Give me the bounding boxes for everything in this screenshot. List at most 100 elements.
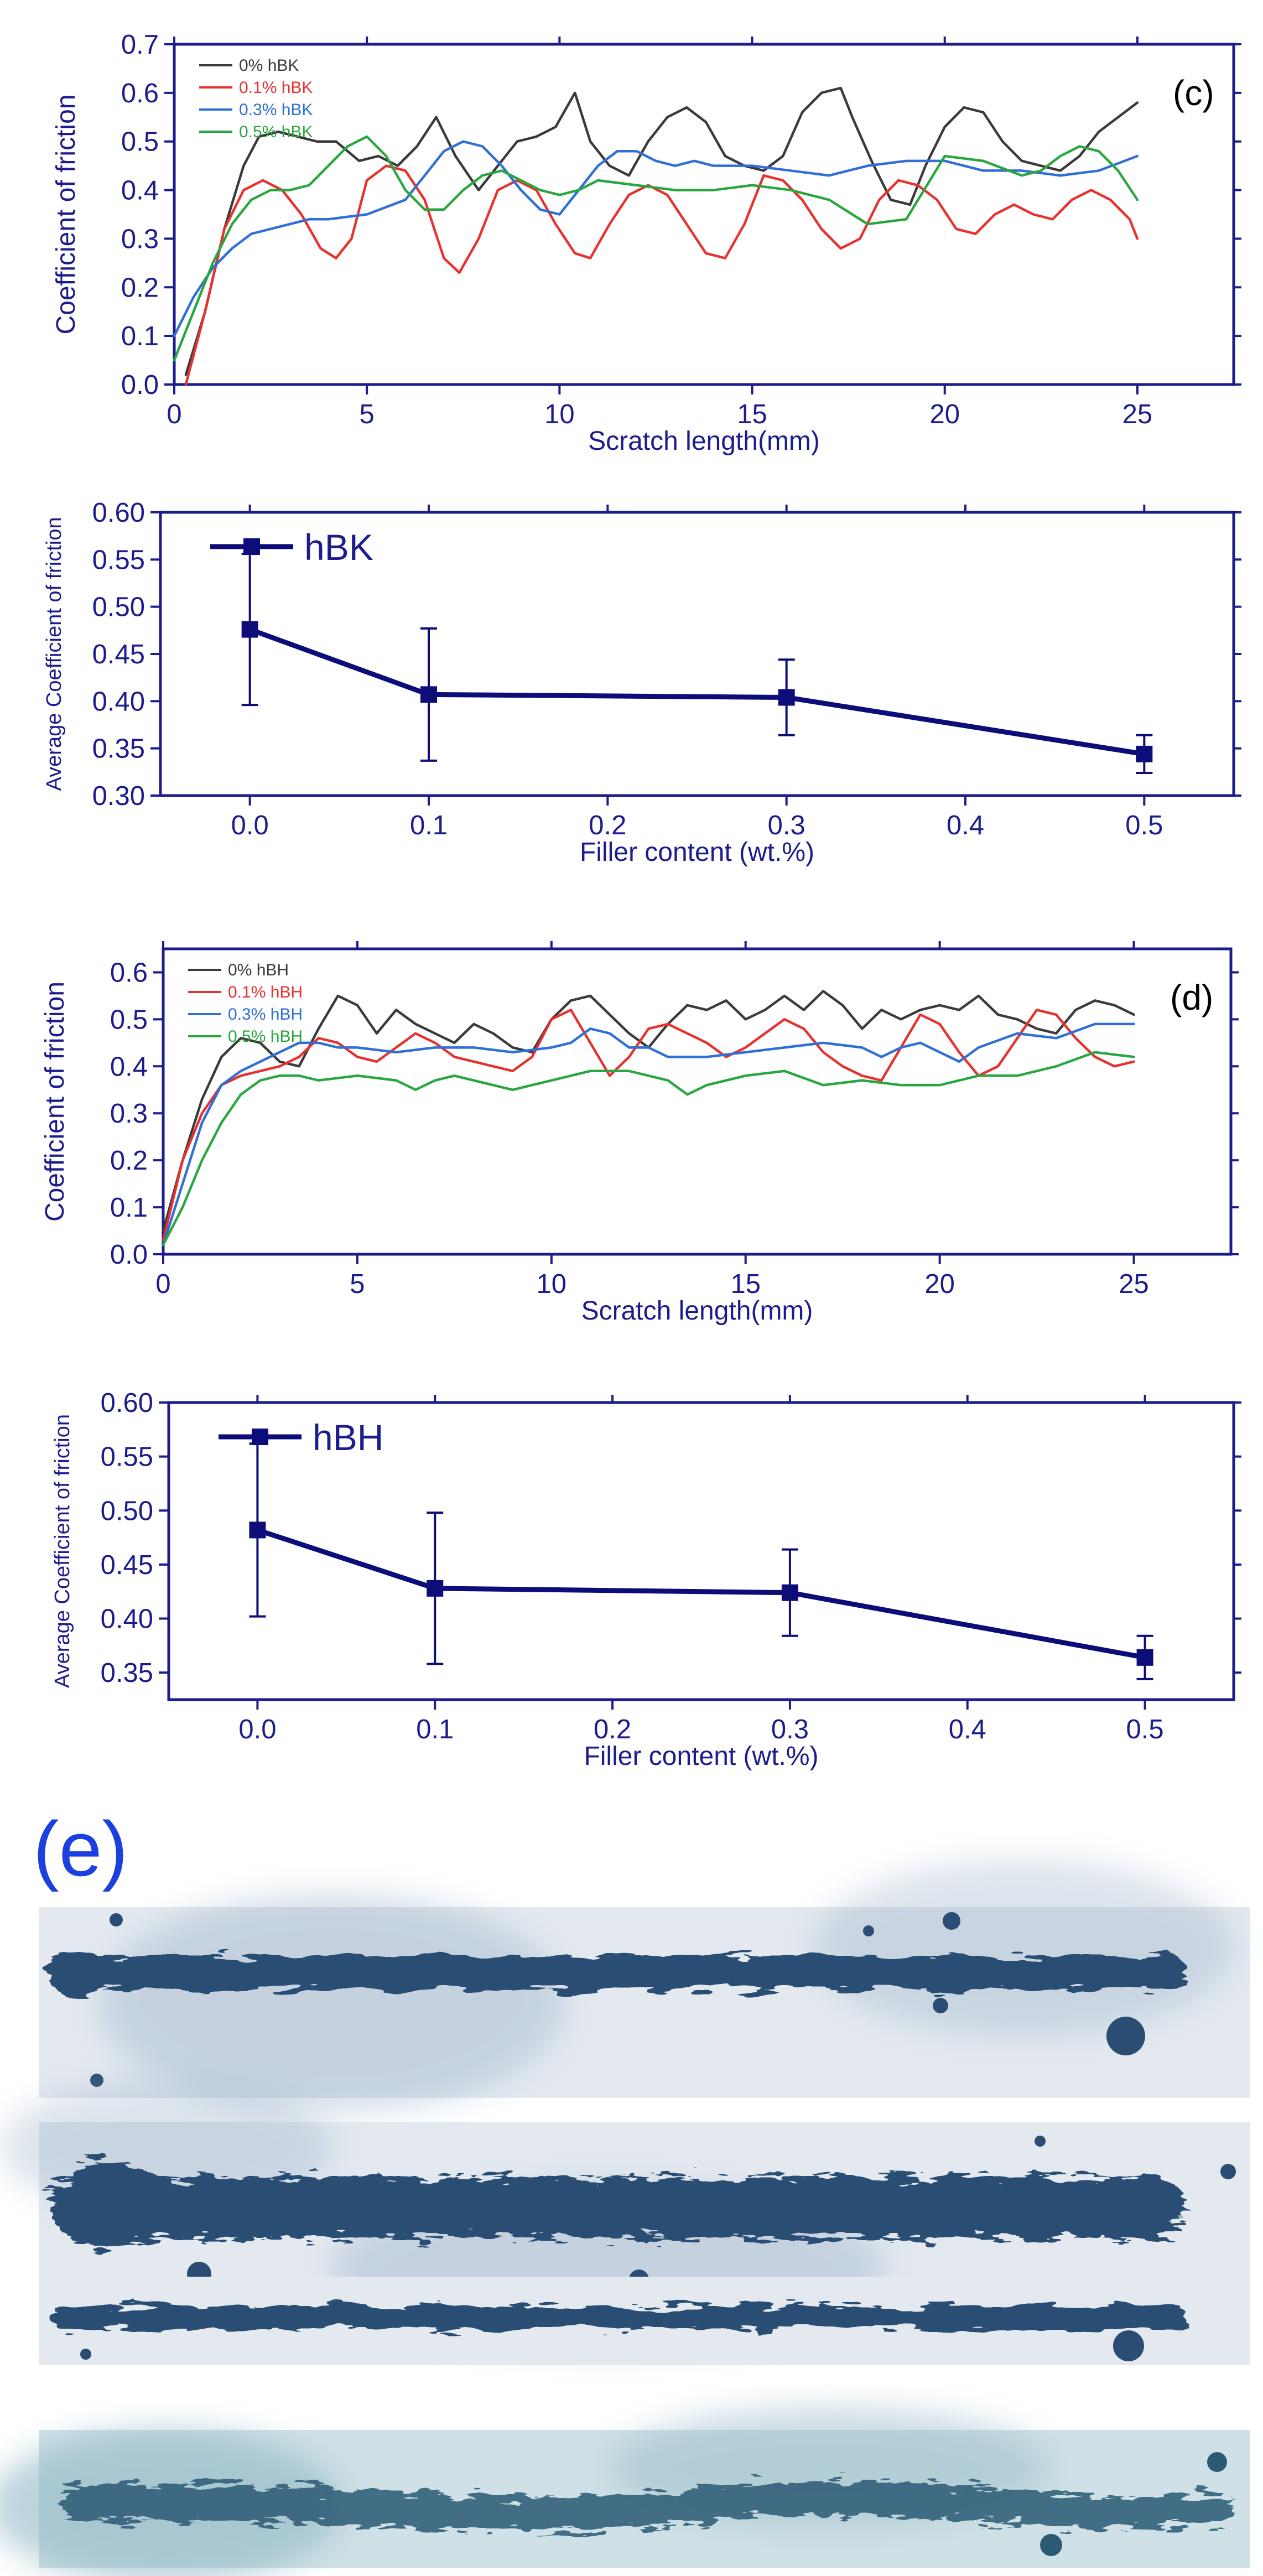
series-line <box>162 1009 1135 1242</box>
legend-label: 0.1% hBK <box>239 79 313 97</box>
charts-layer: 0 5 10 15 20 25 0.0 0.1 0.2 0.3 0.4 0.5 0.6 0.7 Scratc… <box>40 30 1241 1771</box>
series-line <box>162 1022 1135 1247</box>
x-tick-label: 0.5 <box>1126 1715 1164 1744</box>
y-axis-label: Coefficient of friction <box>40 981 70 1222</box>
legend-marker <box>243 538 260 555</box>
y-axis-label: Coefficient of friction <box>51 95 81 335</box>
y-tick-label: 0.2 <box>110 1146 148 1176</box>
y-tick-label: 0.50 <box>101 1496 153 1526</box>
panel-label-e: (e) <box>33 1805 128 1892</box>
x-tick-label: 0.5 <box>1125 811 1163 840</box>
series-line <box>162 990 1135 1232</box>
y-tick-label: 0.35 <box>92 734 145 764</box>
legend-label: 0.3% hBK <box>239 101 313 119</box>
plot-frame <box>162 947 1233 1256</box>
x-tick-label: 0 <box>155 1269 170 1299</box>
scratch-image-1 <box>39 1859 1250 2113</box>
x-axis-label: Filler content (wt.%) <box>580 838 814 867</box>
series-0-hBK <box>184 86 1139 376</box>
y-tick-label: 0.55 <box>101 1442 153 1472</box>
x-tick-label: 0.4 <box>949 1715 986 1744</box>
data-point <box>1136 1649 1153 1666</box>
x-tick-label: 0.2 <box>589 811 626 840</box>
x-tick-label: 5 <box>350 1269 365 1299</box>
data-point <box>778 689 795 706</box>
data-point <box>427 1580 444 1597</box>
legend-label: 0% hBH <box>228 961 289 979</box>
y-tick-label: 0.5 <box>110 1005 148 1035</box>
x-axis-label: Scratch length(mm) <box>588 427 820 456</box>
scratch-image-3 <box>39 2277 1250 2365</box>
chart-4: 0.0 0.1 0.2 0.3 0.4 0.5 0.35 0.40 0.45 0.50 0.55 0.… <box>51 1388 1241 1771</box>
y-tick-label: 0.40 <box>101 1604 153 1634</box>
legend-label: hBK <box>304 527 373 568</box>
series-line <box>257 1528 1146 1660</box>
series-line <box>249 627 1145 757</box>
legend-marker <box>252 1429 268 1445</box>
x-tick-label: 5 <box>360 399 375 429</box>
series-0-5-hBK <box>173 135 1139 362</box>
chart-2: 0.0 0.1 0.2 0.3 0.4 0.5 0.30 0.35 0.40 0.45 0.50 0.… <box>43 498 1241 867</box>
y-tick-label: 0.30 <box>92 781 145 811</box>
series-0-5-hBH <box>162 1051 1135 1247</box>
scratch-image-4 <box>0 2407 1250 2576</box>
series-0-hBH <box>162 990 1135 1232</box>
plot-frame <box>167 1401 1235 1701</box>
x-axis-label: Filler content (wt.%) <box>584 1742 818 1771</box>
x-tick-label: 20 <box>929 399 960 429</box>
y-tick-label: 0.60 <box>92 498 145 528</box>
series-line <box>173 135 1139 362</box>
series-0-1-hBK <box>184 164 1139 386</box>
legend-label: 0.5% hBK <box>239 123 313 141</box>
y-tick-label: 0.3 <box>110 1099 148 1129</box>
x-tick-label: 25 <box>1122 399 1153 429</box>
y-tick-label: 0.2 <box>121 273 159 303</box>
series-0-3-hBK <box>173 140 1139 337</box>
data-point <box>420 686 437 703</box>
y-tick-label: 0.6 <box>121 79 159 108</box>
y-tick-label: 0.4 <box>110 1052 148 1082</box>
legend-label: 0.5% hBH <box>228 1027 303 1046</box>
x-axis-label: Scratch length(mm) <box>581 1296 813 1326</box>
series-line <box>184 164 1139 386</box>
y-tick-label: 0.45 <box>101 1550 153 1580</box>
x-tick-label: 0.0 <box>231 811 269 840</box>
series-line <box>173 140 1139 337</box>
series-hBK <box>241 553 1153 775</box>
x-tick-label: 0.3 <box>768 811 805 840</box>
x-tick-label: 10 <box>537 1269 567 1299</box>
y-axis-label: Average Coefficient of friction <box>51 1414 74 1688</box>
y-tick-label: 0.45 <box>92 640 145 669</box>
y-tick-label: 0.1 <box>110 1193 148 1223</box>
series-0-1-hBH <box>162 1009 1135 1242</box>
x-tick-label: 20 <box>924 1269 955 1299</box>
x-tick-label: 0.3 <box>771 1715 809 1744</box>
x-tick-label: 10 <box>544 399 575 429</box>
x-tick-label: 0.1 <box>410 811 448 840</box>
y-tick-label: 0.1 <box>121 321 159 351</box>
chart-1: 0 5 10 15 20 25 0.0 0.1 0.2 0.3 0.4 0.5 0.6 0.7 Scratc… <box>51 30 1241 456</box>
data-point <box>781 1584 798 1601</box>
series-0-3-hBH <box>162 1022 1135 1247</box>
panel-label: (d) <box>1170 978 1213 1017</box>
y-tick-label: 0.55 <box>92 545 145 575</box>
y-tick-label: 0.7 <box>121 30 159 60</box>
x-tick-label: 0.4 <box>947 811 984 840</box>
y-tick-label: 0.40 <box>92 687 145 716</box>
x-tick-label: 0.2 <box>594 1715 631 1744</box>
y-tick-label: 0.3 <box>121 224 159 254</box>
legend-label: 0.1% hBH <box>228 983 303 1001</box>
x-tick-label: 0.1 <box>416 1715 454 1744</box>
y-tick-label: 0.6 <box>110 958 148 988</box>
data-point <box>1136 745 1153 762</box>
x-tick-label: 15 <box>730 1269 761 1299</box>
legend-label: 0% hBK <box>239 56 299 75</box>
y-tick-label: 0.4 <box>121 176 159 206</box>
data-point <box>249 1521 266 1539</box>
legend-label: hBH <box>313 1417 383 1458</box>
y-tick-label: 0.60 <box>101 1388 153 1418</box>
data-point <box>241 621 258 638</box>
series-line <box>184 86 1139 376</box>
y-tick-label: 0.0 <box>121 370 159 400</box>
